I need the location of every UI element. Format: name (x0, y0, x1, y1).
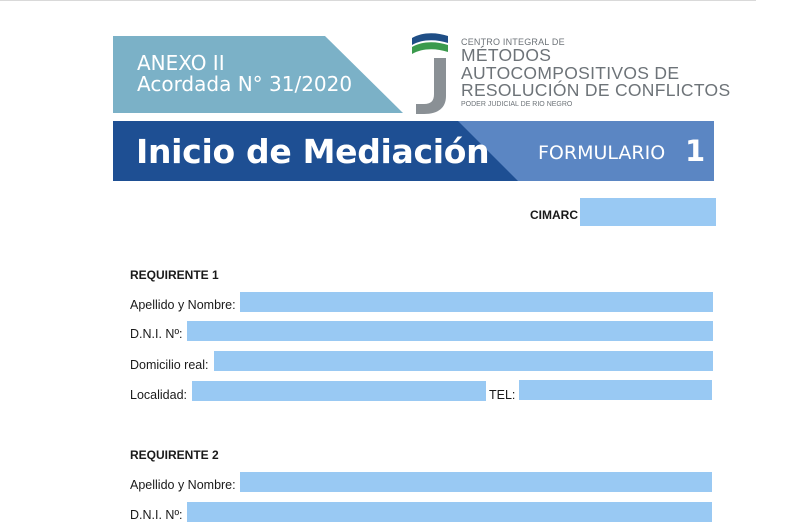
requirente2-dni-field[interactable] (187, 502, 712, 522)
form-label: FORMULARIO (538, 142, 666, 164)
logo-line5: PODER JUDICIAL DE RIO NEGRO (461, 100, 573, 108)
anexo-text: ANEXO II Acordada N° 31/2020 (137, 53, 352, 95)
anexo-line1: ANEXO II (137, 51, 225, 75)
cimarc-label: CIMARC (530, 208, 578, 222)
requirente2-title: REQUIRENTE 2 (130, 448, 219, 462)
logo-text: CENTRO INTEGRAL DE MÉTODOS AUTOCOMPOSITI… (461, 37, 730, 109)
top-rule (0, 0, 756, 1)
requirente1-apellido-field[interactable] (240, 292, 713, 312)
anexo-line2: Acordada N° 31/2020 (137, 72, 353, 96)
title-band-shape (113, 121, 714, 181)
requirente1-domicilio-label: Domicilio real: (130, 358, 209, 372)
requirente1-localidad-label: Localidad: (130, 388, 187, 402)
requirente1-localidad-field[interactable] (192, 381, 486, 401)
title-band: Inicio de Mediación FORMULARIO 1 (113, 121, 714, 181)
requirente1-dni-field[interactable] (187, 321, 713, 341)
requirente1-domicilio-field[interactable] (214, 351, 713, 371)
anexo-shape (113, 36, 403, 113)
requirente2-dni-label: D.N.I. Nº: (130, 508, 183, 522)
requirente1-title: REQUIRENTE 1 (130, 268, 219, 282)
requirente1-dni-label: D.N.I. Nº: (130, 327, 183, 341)
cimarc-field[interactable] (580, 198, 716, 226)
anexo-box: ANEXO II Acordada N° 31/2020 (113, 36, 403, 113)
requirente1-tel-label: TEL: (489, 388, 516, 402)
page-title: Inicio de Mediación (136, 132, 490, 171)
requirente2-apellido-label: Apellido y Nombre: (130, 478, 236, 492)
requirente1-apellido-label: Apellido y Nombre: (130, 298, 236, 312)
logo-line3: AUTOCOMPOSITIVOS DE (461, 62, 680, 83)
logo-line1: CENTRO INTEGRAL DE (461, 37, 565, 47)
logo-line4: RESOLUCIÓN DE CONFLICTOS (461, 80, 731, 100)
cimarc-logo-icon (410, 30, 450, 114)
requirente1-tel-field[interactable] (519, 380, 712, 400)
requirente2-apellido-field[interactable] (240, 472, 712, 492)
logo-line2: MÉTODOS (461, 45, 552, 65)
form-number: 1 (685, 134, 706, 168)
